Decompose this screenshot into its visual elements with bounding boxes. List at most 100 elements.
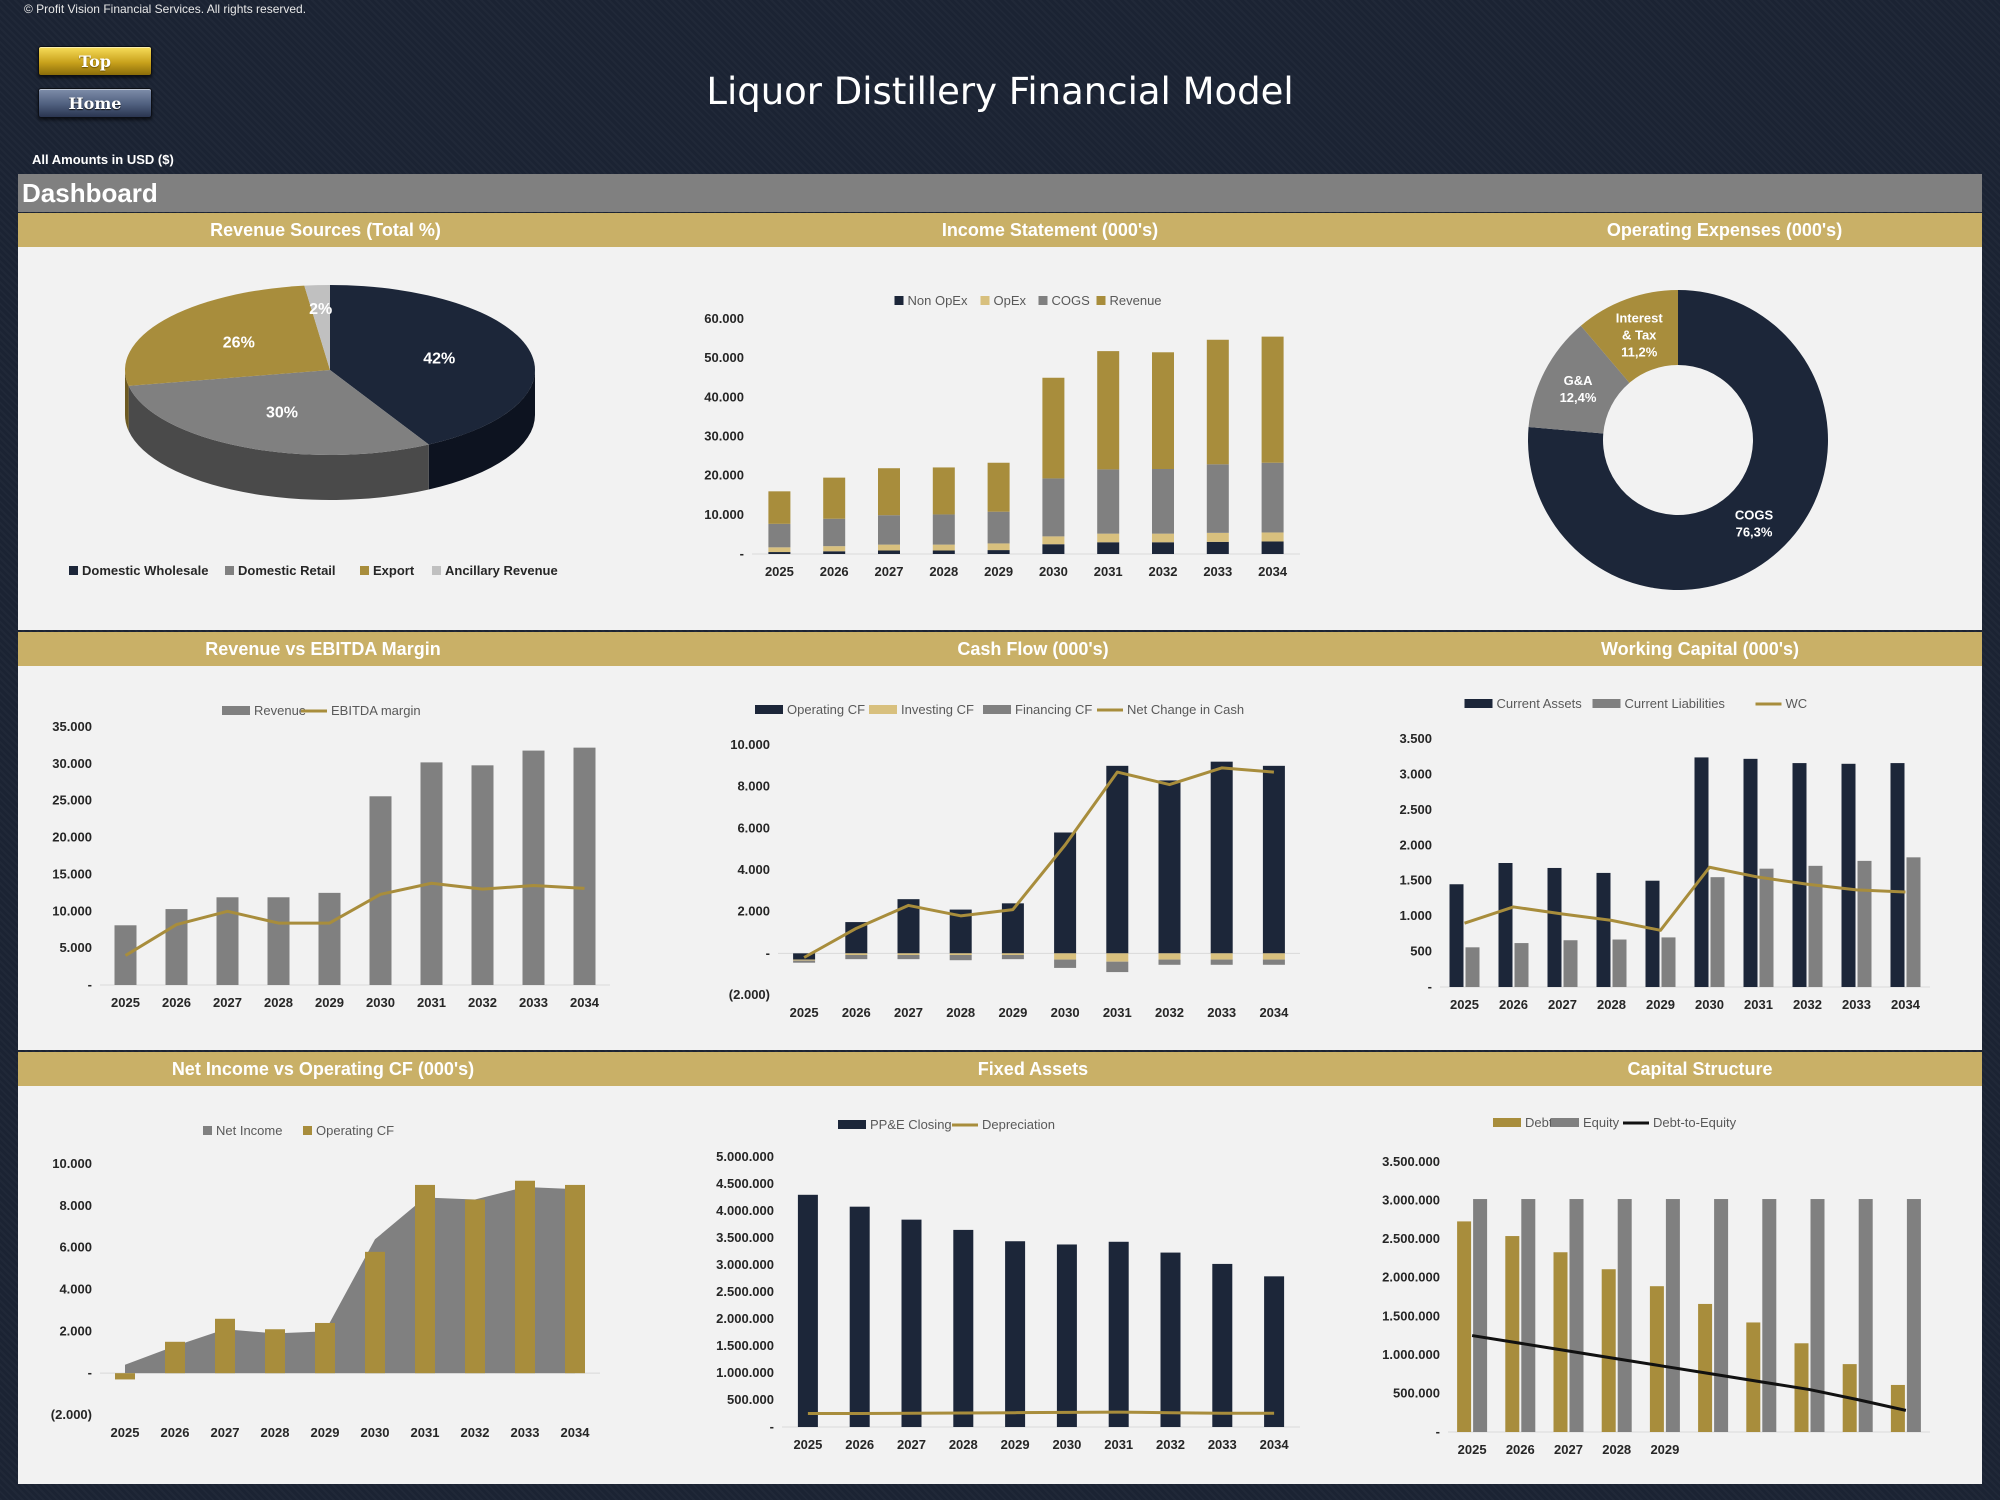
working-capital-bar bbox=[1792, 763, 1807, 987]
fixed-assets-ytick: 3.000.000 bbox=[716, 1257, 774, 1272]
working-capital-xtick: 2029 bbox=[1646, 997, 1675, 1012]
net-income-ocf-xtick: 2029 bbox=[311, 1425, 340, 1440]
cash-flow-xtick: 2033 bbox=[1207, 1005, 1236, 1020]
fixed-assets-ytick: 5.000.000 bbox=[716, 1149, 774, 1164]
fixed-assets-legend-swatch bbox=[838, 1120, 866, 1129]
working-capital-bar bbox=[1710, 877, 1725, 987]
donut-data-label: 11,2% bbox=[1621, 344, 1658, 359]
fixed-assets-xtick: 2029 bbox=[1001, 1437, 1030, 1452]
capital-structure-legend-label: Debt-to-Equity bbox=[1653, 1115, 1737, 1130]
working-capital-legend-label: Current Liabilities bbox=[1625, 696, 1726, 711]
stacked-bar-segment bbox=[1206, 339, 1229, 465]
income-statement-ytick: 50.000 bbox=[704, 350, 744, 365]
cash-flow-bar bbox=[1001, 903, 1024, 954]
donut-data-label: Interest bbox=[1616, 310, 1664, 325]
pie-slice-side bbox=[125, 370, 129, 431]
working-capital-bar bbox=[1759, 868, 1774, 987]
working-capital-xtick: 2033 bbox=[1842, 997, 1871, 1012]
capital-structure-bar bbox=[1746, 1322, 1761, 1432]
income-statement-xtick: 2031 bbox=[1094, 564, 1123, 579]
capital-structure-bar bbox=[1858, 1199, 1873, 1432]
pie-data-label: 2% bbox=[309, 301, 332, 318]
pie-slice bbox=[304, 285, 330, 370]
working-capital-xtick: 2027 bbox=[1548, 997, 1577, 1012]
page-title: Liquor Distillery Financial Model bbox=[706, 70, 1294, 113]
working-capital-chart: Current Assets Current Liabilities WC - 500 1… bbox=[1399, 696, 1930, 1012]
home-button[interactable]: Home bbox=[38, 88, 152, 118]
revenue-ebitda-xtick: 2026 bbox=[162, 995, 191, 1010]
capital-structure-title: Capital Structure bbox=[1627, 1059, 1773, 1079]
income-statement-xtick: 2032 bbox=[1149, 564, 1178, 579]
cash-flow-bar bbox=[949, 955, 972, 961]
pie-slice bbox=[330, 285, 535, 445]
capital-structure-bar bbox=[1569, 1199, 1584, 1432]
fixed-assets-legend-label: Depreciation bbox=[982, 1117, 1055, 1132]
operating-expenses-donut-chart: COGS 76,3% G&A 12,4% Interest & Tax 11,2% bbox=[1528, 290, 1828, 590]
net-income-ocf-xtick: 2031 bbox=[411, 1425, 440, 1440]
capital-structure-bar bbox=[1810, 1199, 1825, 1432]
cash-flow-xtick: 2025 bbox=[790, 1005, 819, 1020]
donut-slice bbox=[1580, 290, 1678, 383]
fixed-assets-xtick: 2028 bbox=[949, 1437, 978, 1452]
capital-structure-bar bbox=[1665, 1199, 1680, 1432]
income-statement-xtick: 2030 bbox=[1039, 564, 1068, 579]
capital-structure-xtick: 2025 bbox=[1458, 1442, 1487, 1457]
income-statement-legend-swatch bbox=[894, 296, 904, 305]
capital-structure-bar bbox=[1617, 1199, 1632, 1432]
working-capital-bar bbox=[1890, 763, 1905, 987]
income-statement-xtick: 2025 bbox=[765, 564, 794, 579]
capital-structure-xtick: 2029 bbox=[1650, 1442, 1679, 1457]
cash-flow-title: Cash Flow (000's) bbox=[957, 639, 1109, 659]
revenue-ebitda-bar bbox=[369, 796, 392, 985]
net-income-ocf-ytick: (2.000) bbox=[51, 1407, 92, 1422]
row1-title-band: Revenue Sources (Total %) Income Stateme… bbox=[18, 213, 1982, 247]
working-capital-bar bbox=[1563, 940, 1578, 987]
cash-flow-xtick: 2032 bbox=[1155, 1005, 1184, 1020]
working-capital-bar bbox=[1465, 947, 1480, 987]
cash-flow-legend-label: Investing CF bbox=[901, 702, 974, 717]
capital-structure-xtick: 2028 bbox=[1602, 1442, 1631, 1457]
net-income-ocf-legend-label: Net Income bbox=[216, 1123, 282, 1138]
net-income-ocf-xtick: 2027 bbox=[211, 1425, 240, 1440]
fixed-assets-xtick: 2033 bbox=[1208, 1437, 1237, 1452]
income-statement-ytick: 20.000 bbox=[704, 468, 744, 483]
top-button[interactable]: Top bbox=[38, 46, 152, 76]
revenue-sources-legend-label: Domestic Wholesale bbox=[82, 563, 208, 578]
stacked-bar-segment bbox=[932, 550, 955, 554]
working-capital-bar bbox=[1547, 867, 1562, 987]
working-capital-legend-label: Current Assets bbox=[1497, 696, 1583, 711]
donut-data-label: & Tax bbox=[1622, 327, 1657, 342]
income-statement-xtick: 2029 bbox=[984, 564, 1013, 579]
stacked-bar-segment bbox=[1152, 352, 1174, 470]
net-income-ocf-ytick: 10.000 bbox=[52, 1156, 92, 1171]
cash-flow-bar bbox=[1106, 765, 1129, 954]
revenue-ebitda-legend-label: Revenue bbox=[254, 703, 306, 718]
revenue-ebitda-bar bbox=[165, 909, 188, 985]
stacked-bar-segment bbox=[878, 550, 900, 554]
working-capital-legend-label: WC bbox=[1786, 696, 1808, 711]
cash-flow-bar bbox=[793, 959, 816, 961]
revenue-ebitda-chart: Revenue EBITDA margin - 5.000 10.000 15.000 20… bbox=[52, 703, 610, 1010]
cash-flow-bar bbox=[1210, 953, 1233, 960]
working-capital-ytick: 2.000 bbox=[1399, 837, 1432, 852]
cash-flow-xtick: 2028 bbox=[946, 1005, 975, 1020]
working-capital-line bbox=[1464, 865, 1906, 932]
working-capital-title: Working Capital (000's) bbox=[1601, 639, 1799, 659]
cash-flow-bar bbox=[1106, 961, 1129, 973]
working-capital-bar bbox=[1449, 884, 1464, 987]
income-statement-legend-label: Non OpEx bbox=[908, 293, 968, 308]
working-capital-bar bbox=[1661, 937, 1676, 987]
capital-structure-chart: Debt Equity Debt-to-Equity - 500.000 1.000.00… bbox=[1382, 1115, 1930, 1457]
cash-flow-bar bbox=[949, 953, 972, 955]
fixed-assets-bar bbox=[1005, 1241, 1026, 1427]
net-income-ocf-bar bbox=[565, 1184, 585, 1374]
net-income-ocf-xtick: 2026 bbox=[161, 1425, 190, 1440]
working-capital-ytick: - bbox=[1428, 979, 1432, 994]
capital-structure-bar bbox=[1505, 1236, 1520, 1432]
working-capital-bar bbox=[1808, 865, 1823, 987]
fixed-assets-ytick: 2.000.000 bbox=[716, 1311, 774, 1326]
cash-flow-xtick: 2031 bbox=[1103, 1005, 1132, 1020]
net-income-ocf-bar bbox=[115, 1373, 135, 1380]
stacked-bar-segment bbox=[1261, 462, 1284, 533]
pie-slice bbox=[124, 285, 330, 386]
